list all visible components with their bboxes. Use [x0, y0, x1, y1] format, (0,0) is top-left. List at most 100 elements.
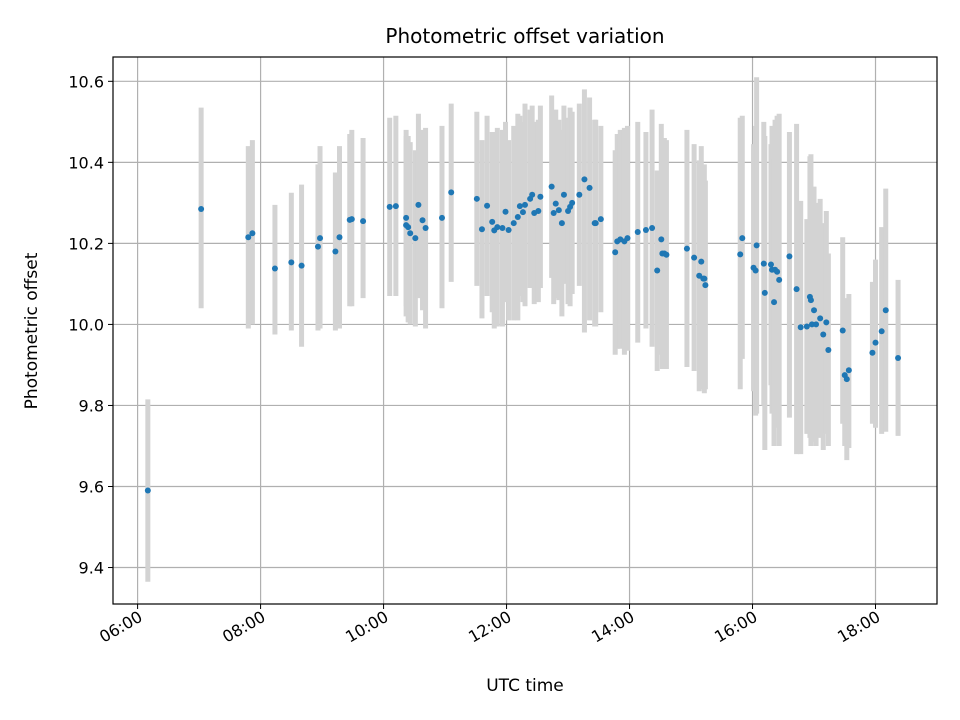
data-point [569, 199, 576, 206]
data-point [412, 235, 419, 242]
data-point [514, 214, 521, 221]
y-axis-ticks: 9.4 9.6 9.8 10.0 10.2 10.4 10.6 [68, 72, 113, 578]
data-point [502, 208, 509, 215]
data-point [478, 226, 485, 233]
data-point [825, 346, 832, 353]
data-point [336, 234, 343, 241]
data-point [198, 205, 205, 212]
y-tick-label: 10.4 [68, 153, 104, 172]
data-point [558, 220, 565, 227]
y-tick-label: 9.8 [79, 396, 104, 415]
data-point [843, 376, 850, 383]
data-point [895, 355, 902, 362]
y-tick-label: 10.2 [68, 234, 104, 253]
data-points [144, 176, 902, 494]
data-point [552, 200, 559, 207]
y-tick-label: 10.6 [68, 72, 104, 91]
data-point [869, 349, 876, 356]
data-point [767, 261, 774, 268]
y-tick-label: 9.6 [79, 477, 104, 496]
data-point [597, 216, 604, 223]
x-axis-label: UTC time [486, 676, 564, 696]
plot-frame [112, 56, 938, 605]
data-point [386, 203, 393, 210]
data-point [314, 243, 321, 250]
data-point [519, 209, 526, 216]
data-point [811, 307, 818, 314]
data-point [245, 234, 252, 241]
data-point [548, 183, 555, 190]
data-point [771, 299, 778, 306]
data-point [753, 242, 760, 249]
data-point [405, 224, 412, 231]
data-point [658, 236, 665, 243]
data-point [419, 217, 426, 224]
data-point [586, 184, 593, 191]
y-tick-label: 9.4 [79, 559, 104, 578]
data-point [882, 307, 889, 314]
data-point [348, 216, 355, 223]
data-point [271, 265, 278, 272]
data-point [776, 276, 783, 283]
data-point [803, 323, 810, 330]
data-point [529, 191, 536, 198]
data-point [560, 191, 567, 198]
data-point [499, 224, 506, 231]
data-point [642, 227, 649, 234]
data-point [407, 230, 414, 237]
data-point [774, 268, 781, 275]
data-point [494, 224, 501, 231]
data-point [813, 321, 820, 328]
data-point [683, 245, 690, 252]
data-point [516, 203, 523, 210]
data-point [737, 251, 744, 258]
data-point [298, 262, 305, 269]
data-point [576, 191, 583, 198]
y-tick-label: 10.0 [68, 315, 104, 334]
data-point [807, 297, 814, 304]
data-point [872, 339, 879, 346]
data-point [663, 251, 670, 258]
data-point [820, 331, 827, 338]
data-point [448, 189, 455, 196]
data-point [249, 230, 256, 237]
data-point [535, 207, 542, 214]
data-point [817, 315, 824, 322]
data-point [624, 235, 631, 242]
data-point [555, 207, 562, 214]
data-point [317, 235, 324, 242]
data-point [752, 267, 759, 274]
data-point [332, 248, 339, 255]
chart-title: Photometric offset variation [385, 24, 664, 48]
data-point [581, 176, 588, 183]
data-point [288, 259, 295, 266]
data-point [793, 286, 800, 293]
data-point [823, 319, 830, 326]
data-point [878, 328, 885, 335]
data-point [761, 289, 768, 296]
data-point [415, 201, 422, 208]
data-point [403, 214, 410, 221]
data-point [489, 218, 496, 225]
data-point [701, 275, 708, 282]
data-point [484, 202, 491, 209]
data-point [550, 209, 557, 216]
data-point [760, 260, 767, 267]
data-point [702, 282, 709, 289]
data-point [537, 193, 544, 200]
data-point [797, 324, 804, 331]
data-point [739, 235, 746, 242]
data-point [522, 201, 528, 208]
data-point [505, 227, 512, 234]
y-axis-label: Photometric offset [22, 252, 42, 409]
data-point [360, 218, 367, 225]
data-point [473, 195, 480, 202]
data-point [392, 203, 399, 210]
data-point [698, 258, 705, 265]
data-point [634, 229, 641, 236]
data-point [691, 254, 698, 261]
data-point [510, 220, 517, 227]
data-point [422, 224, 429, 231]
data-point [592, 220, 599, 227]
